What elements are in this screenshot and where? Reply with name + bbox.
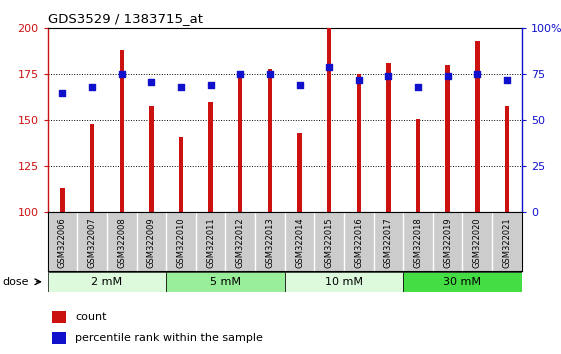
Point xyxy=(147,79,156,85)
Point xyxy=(177,84,186,90)
Point xyxy=(206,82,215,88)
Bar xyxy=(209,102,213,212)
Bar xyxy=(48,272,166,292)
Text: 10 mM: 10 mM xyxy=(325,277,363,287)
Bar xyxy=(284,272,403,292)
Bar xyxy=(505,105,509,212)
Point xyxy=(413,84,422,90)
Text: GSM322011: GSM322011 xyxy=(206,217,215,268)
Text: dose: dose xyxy=(3,277,29,287)
Text: GSM322012: GSM322012 xyxy=(236,217,245,268)
Text: GSM322021: GSM322021 xyxy=(503,217,512,268)
Point xyxy=(503,77,512,83)
Bar xyxy=(166,272,285,292)
Bar xyxy=(403,272,522,292)
Bar xyxy=(297,133,302,212)
Text: 5 mM: 5 mM xyxy=(210,277,241,287)
Point xyxy=(443,73,452,79)
Point xyxy=(355,77,364,83)
Text: GSM322018: GSM322018 xyxy=(413,217,422,268)
Text: GSM322017: GSM322017 xyxy=(384,217,393,268)
Point xyxy=(384,73,393,79)
Bar xyxy=(52,332,66,343)
Text: 30 mM: 30 mM xyxy=(444,277,481,287)
Point xyxy=(325,64,334,70)
Bar xyxy=(238,74,242,212)
Point xyxy=(58,90,67,96)
Bar xyxy=(327,28,332,212)
Bar xyxy=(119,50,124,212)
Text: GSM322009: GSM322009 xyxy=(147,217,156,268)
Text: GSM322019: GSM322019 xyxy=(443,217,452,268)
Text: GSM322010: GSM322010 xyxy=(177,217,186,268)
Text: GSM322013: GSM322013 xyxy=(265,217,274,268)
Point xyxy=(265,72,274,77)
Text: GSM322006: GSM322006 xyxy=(58,217,67,268)
Bar xyxy=(416,119,420,212)
Bar xyxy=(149,105,154,212)
Point xyxy=(295,82,304,88)
Text: GSM322008: GSM322008 xyxy=(117,217,126,268)
Text: GSM322020: GSM322020 xyxy=(473,217,482,268)
Text: 2 mM: 2 mM xyxy=(91,277,122,287)
Bar xyxy=(445,65,450,212)
Point xyxy=(117,72,126,77)
Bar xyxy=(386,63,390,212)
Point xyxy=(88,84,96,90)
Text: GSM322016: GSM322016 xyxy=(355,217,364,268)
Bar xyxy=(179,137,183,212)
Bar xyxy=(475,41,480,212)
Bar xyxy=(357,74,361,212)
Bar xyxy=(60,188,65,212)
Point xyxy=(473,72,482,77)
Point xyxy=(236,72,245,77)
Bar xyxy=(52,312,66,323)
Bar xyxy=(268,69,272,212)
Text: GSM322014: GSM322014 xyxy=(295,217,304,268)
Text: GDS3529 / 1383715_at: GDS3529 / 1383715_at xyxy=(48,12,203,25)
Text: count: count xyxy=(75,312,107,322)
Text: GSM322015: GSM322015 xyxy=(325,217,334,268)
Bar xyxy=(90,124,94,212)
Text: GSM322007: GSM322007 xyxy=(88,217,96,268)
Text: percentile rank within the sample: percentile rank within the sample xyxy=(75,333,263,343)
